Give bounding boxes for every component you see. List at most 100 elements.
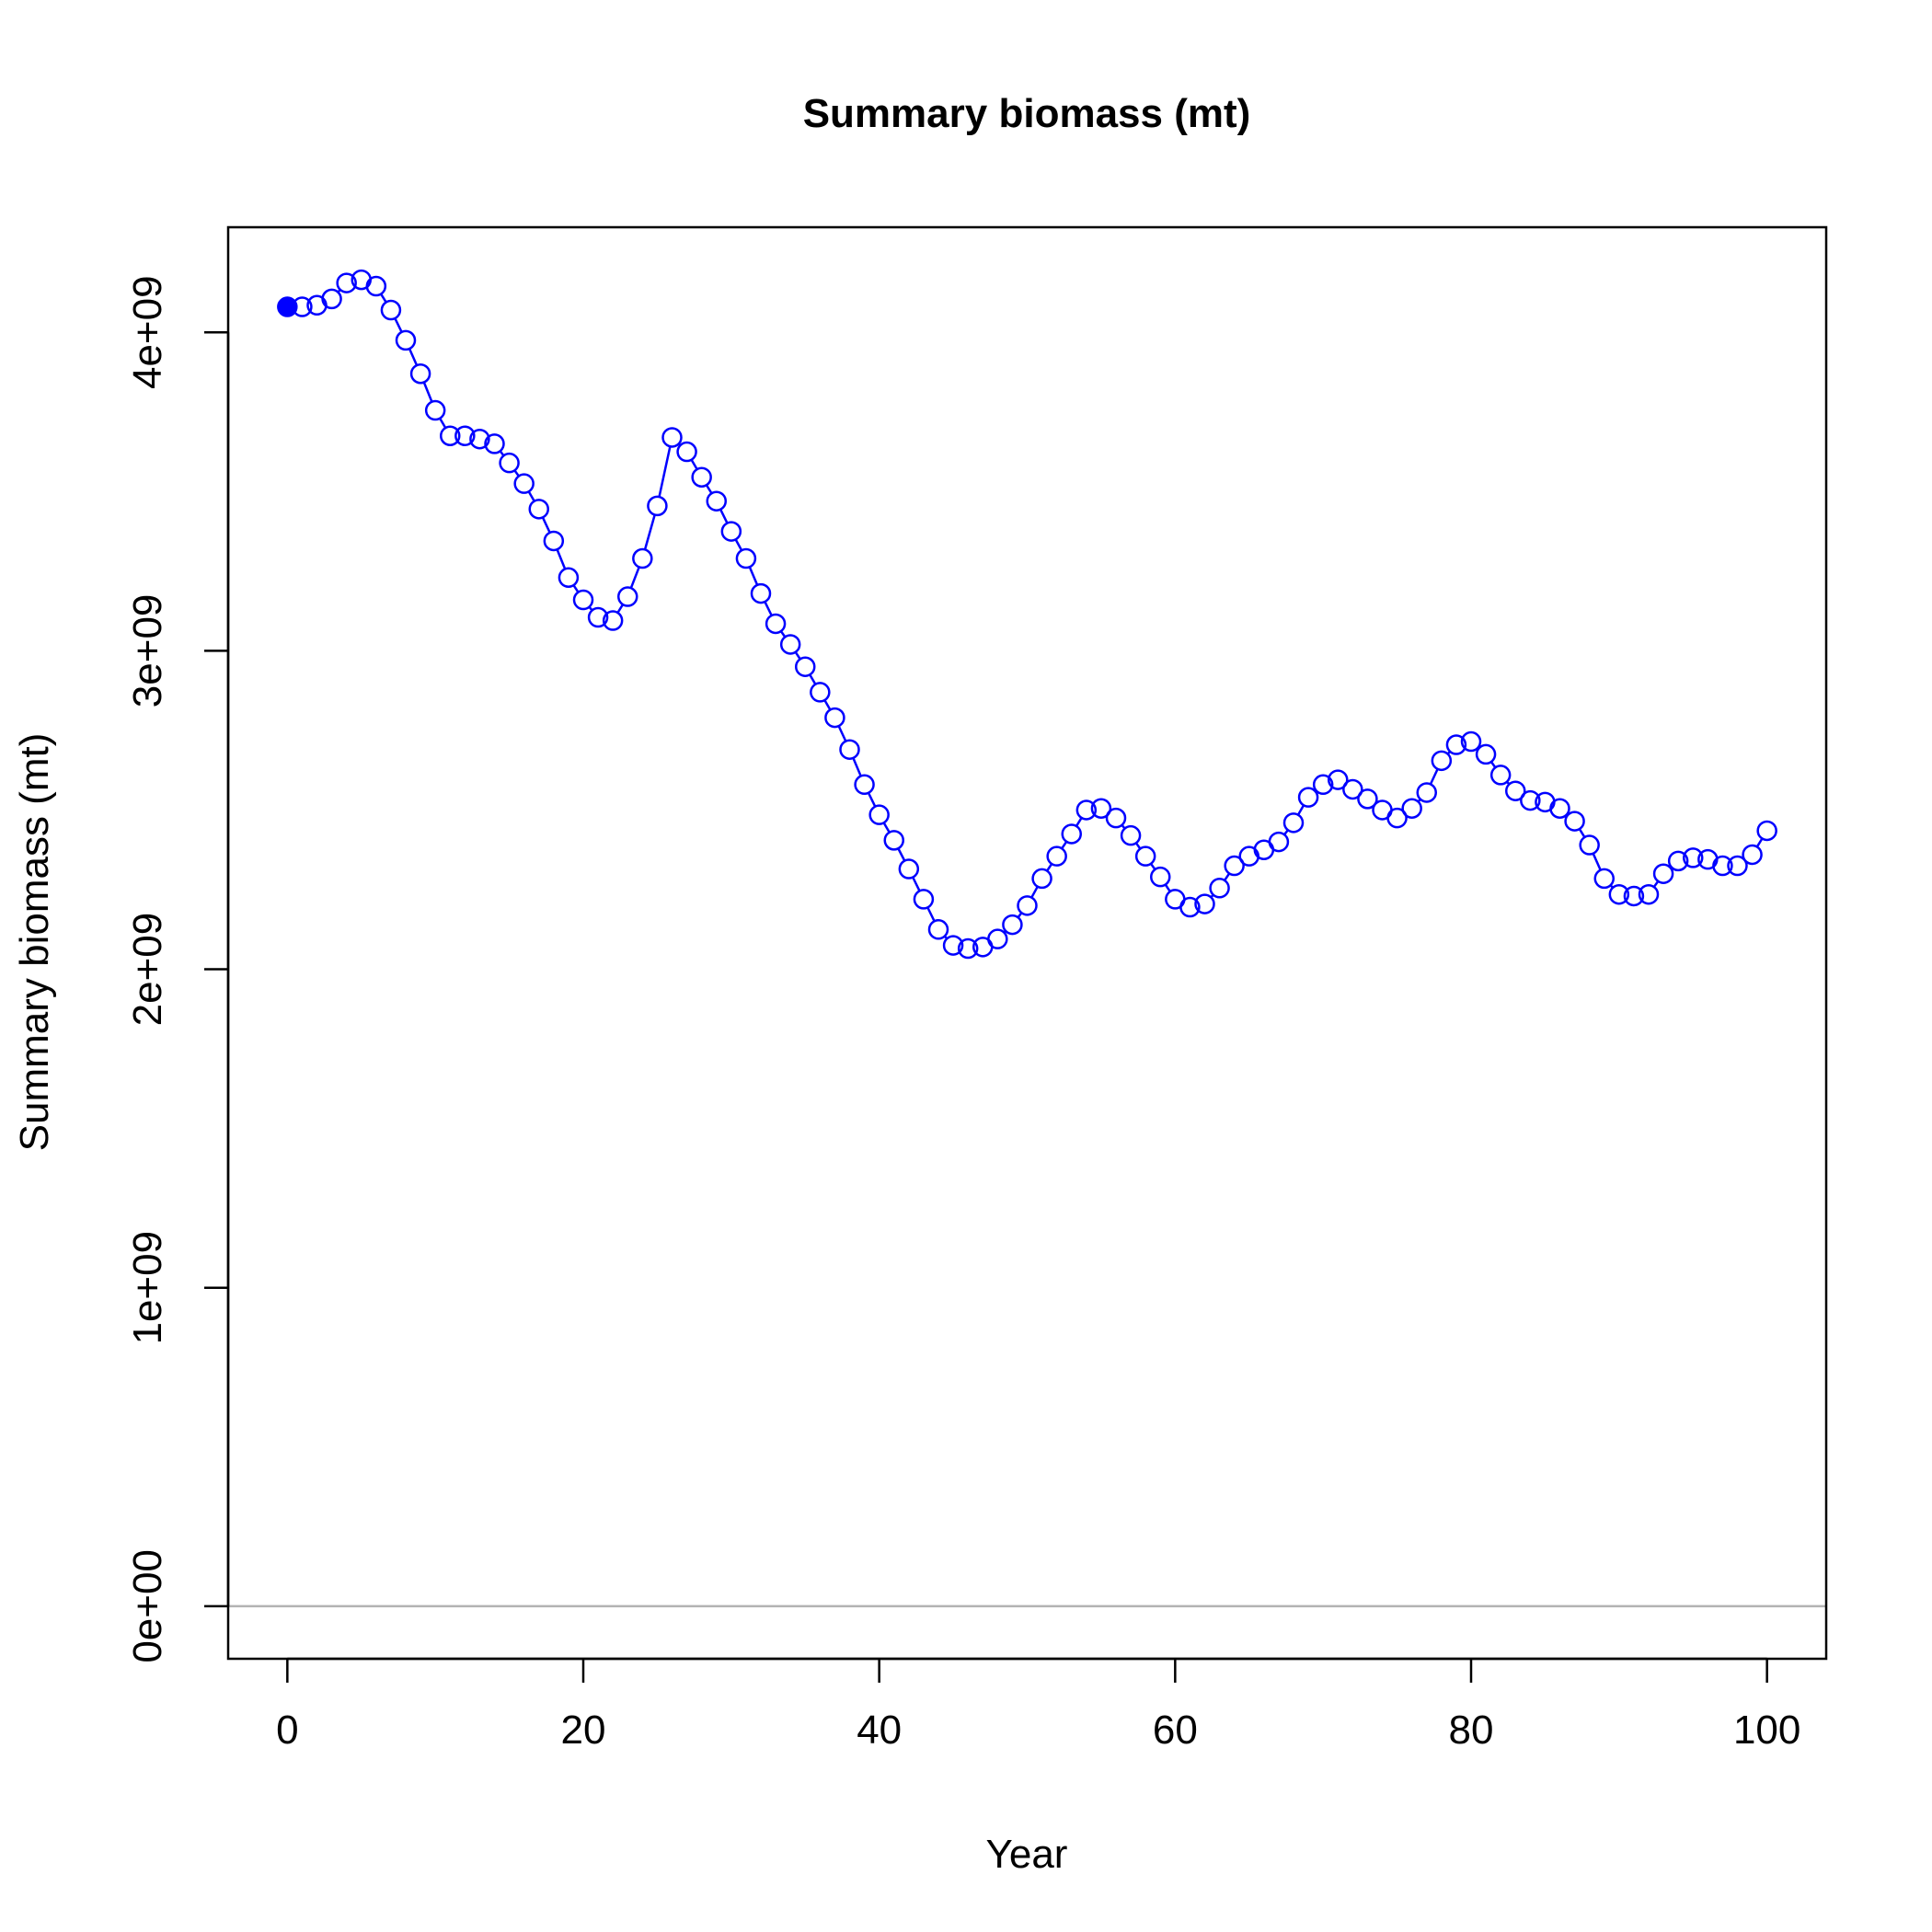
data-point (868, 804, 890, 825)
data-point (1460, 730, 1482, 753)
data-point (1742, 844, 1763, 866)
x-tick-label: 80 (1449, 1708, 1494, 1753)
series-segment (1149, 863, 1156, 870)
data-series-line (337, 289, 1764, 940)
data-point (1505, 780, 1526, 801)
data-point (1194, 893, 1215, 914)
data-point (735, 547, 757, 569)
data-point (1579, 834, 1600, 856)
data-point (765, 613, 787, 635)
data-point (942, 935, 964, 956)
series-segment (867, 792, 877, 808)
series-segment (690, 459, 698, 470)
data-point (957, 937, 979, 960)
series-segment (779, 630, 787, 638)
x-tick-label: 40 (857, 1708, 902, 1753)
series-segment (513, 469, 520, 477)
data-point (558, 567, 580, 589)
data-point (1090, 798, 1112, 819)
data-point (647, 495, 668, 517)
series-segment (1075, 817, 1083, 827)
series-segment (422, 382, 433, 403)
data-point (292, 296, 313, 317)
data-point (1638, 883, 1660, 905)
data-point (1312, 774, 1334, 796)
data-point (750, 582, 772, 604)
data-point (336, 272, 357, 293)
data-point (1150, 866, 1171, 888)
data-point (572, 589, 594, 611)
series-segment (572, 584, 580, 593)
data-point (898, 858, 920, 880)
data-point (1017, 895, 1038, 916)
data-point (1179, 896, 1201, 918)
data-point (528, 499, 549, 520)
series-segment (764, 601, 773, 616)
series-segment (1592, 853, 1602, 871)
data-point (1224, 855, 1245, 877)
data-point (927, 919, 949, 940)
data-point (602, 610, 624, 631)
data-point-first (277, 296, 298, 317)
y-tick-label: 0e+00 (125, 1549, 170, 1663)
data-point (1282, 812, 1305, 834)
data-point (1031, 868, 1052, 890)
series-segment (1755, 837, 1764, 848)
series-segment (719, 509, 729, 524)
x-tick-label: 100 (1733, 1708, 1800, 1753)
y-tick-label: 1e+09 (125, 1231, 170, 1345)
data-point (1608, 883, 1630, 905)
series-segment (1030, 886, 1039, 899)
data-point (365, 275, 387, 297)
data-point (1268, 831, 1290, 853)
data-point (1046, 845, 1067, 867)
data-point (1727, 855, 1748, 877)
data-point (913, 889, 935, 910)
data-point (1431, 750, 1453, 772)
series-segment (852, 757, 862, 777)
series-segment (794, 651, 801, 661)
series-segment (912, 876, 921, 891)
data-point (440, 425, 461, 446)
series-segment (1652, 880, 1660, 888)
series-segment (926, 906, 936, 922)
y-tick-label: 4e+09 (125, 275, 170, 389)
series-segment (897, 847, 906, 862)
series-segment (1134, 842, 1142, 850)
data-point (1357, 788, 1378, 810)
data-point (469, 428, 490, 450)
data-point (1652, 863, 1674, 884)
data-point (779, 634, 801, 655)
series-segment (1296, 804, 1305, 816)
series-segment (658, 445, 672, 498)
series-segment (823, 699, 832, 711)
data-point (380, 299, 402, 321)
data-point (839, 739, 860, 760)
data-point (1105, 807, 1127, 829)
data-point (1209, 878, 1230, 899)
data-point (1520, 789, 1541, 811)
plot-frame (226, 225, 1828, 1661)
data-point (1134, 845, 1156, 867)
data-point (395, 329, 417, 351)
series-segment (748, 566, 759, 586)
series-segment (629, 566, 640, 589)
data-point (1401, 798, 1422, 819)
data-point (987, 928, 1008, 949)
data-point (409, 362, 431, 385)
data-point (1061, 823, 1082, 845)
data-point (720, 521, 742, 542)
data-point (691, 466, 712, 488)
data-point (543, 530, 565, 552)
series-segment (380, 293, 387, 304)
series-segment (408, 348, 419, 366)
data-point (1475, 743, 1497, 765)
data-point (706, 490, 727, 512)
data-point (321, 288, 342, 310)
data-point (513, 473, 535, 494)
x-axis: 0 20 40 60 80 100 (276, 1657, 1800, 1753)
series-segment (1224, 872, 1231, 881)
data-point (1623, 885, 1645, 907)
x-axis-label: Year (986, 1832, 1068, 1877)
